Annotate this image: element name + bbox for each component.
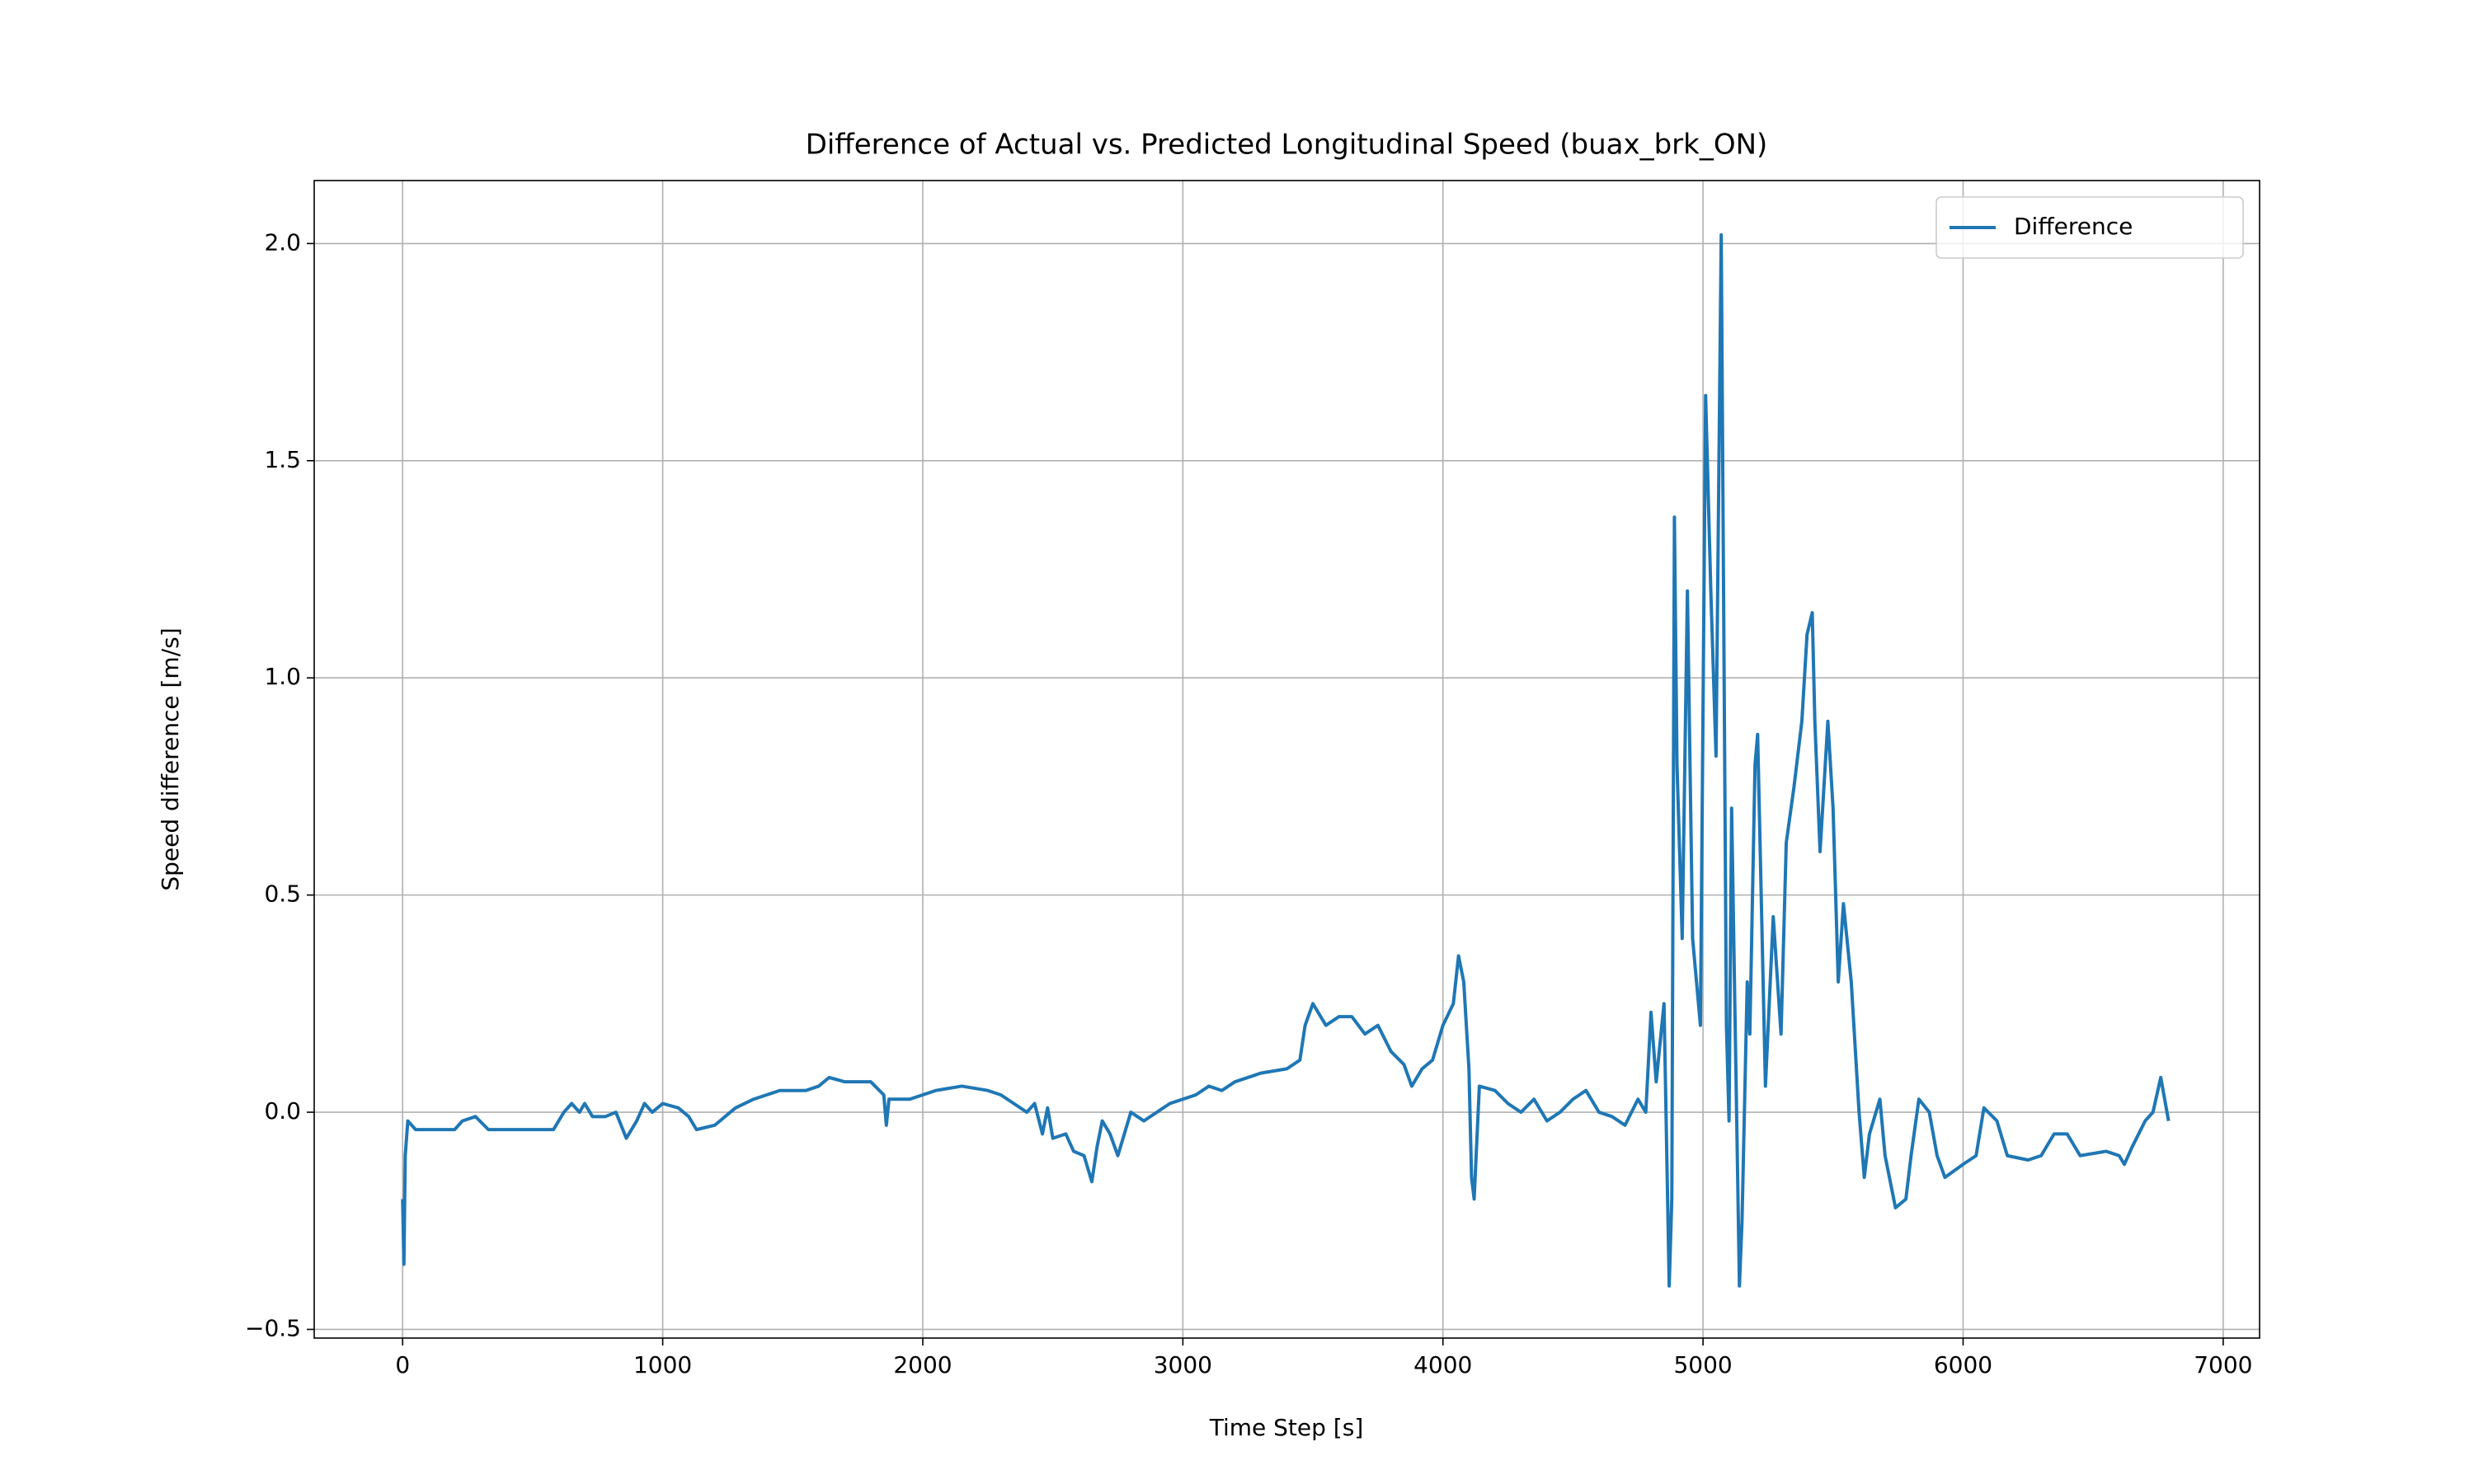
y-tick-label: 2.0 — [264, 228, 301, 256]
data-line — [401, 232, 2171, 1288]
y-tick-label: 0.0 — [264, 1097, 301, 1125]
x-tick-label: 7000 — [2194, 1351, 2252, 1378]
legend-label: Difference — [2014, 213, 2133, 240]
x-tick-label: 1000 — [633, 1351, 692, 1378]
axes-frame — [313, 180, 2260, 1339]
x-tick-label: 0 — [395, 1351, 410, 1378]
x-tick-label: 5000 — [1673, 1351, 1732, 1378]
legend-box — [1935, 196, 2244, 259]
x-tick-label: 3000 — [1154, 1351, 1212, 1378]
x-axis-label: Time Step [s] — [1209, 1414, 1364, 1441]
x-tick-label: 6000 — [1934, 1351, 1992, 1378]
y-tick-label: −0.5 — [245, 1314, 301, 1341]
y-tick-label: 1.0 — [264, 663, 301, 690]
y-tick-label: 0.5 — [264, 881, 301, 908]
y-tick-label: 1.5 — [264, 446, 301, 473]
y-axis-label: Speed difference [m/s] — [157, 627, 184, 890]
x-tick-label: 2000 — [893, 1351, 952, 1378]
chart-title: Difference of Actual vs. Predicted Longi… — [806, 129, 1768, 162]
x-tick-label: 4000 — [1413, 1351, 1472, 1378]
